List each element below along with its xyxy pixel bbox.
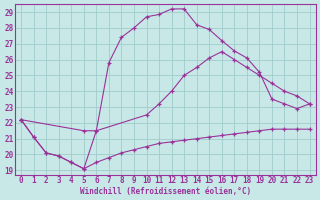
X-axis label: Windchill (Refroidissement éolien,°C): Windchill (Refroidissement éolien,°C) <box>80 187 251 196</box>
